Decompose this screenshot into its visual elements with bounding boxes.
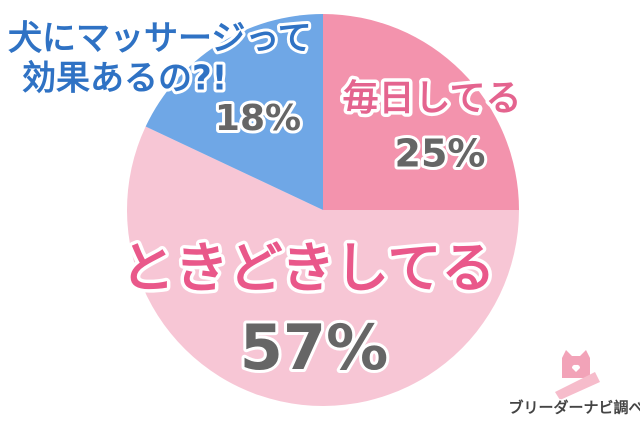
chart-title: 犬にマッサージって — [8, 19, 312, 59]
logo — [555, 350, 600, 400]
value-label: 25% — [395, 132, 486, 176]
chart-title: 効果あるの?! — [22, 59, 227, 99]
pie — [126, 14, 519, 407]
value-label: 18% — [215, 98, 301, 139]
pie-slice — [126, 126, 519, 407]
pie-slice — [323, 14, 519, 210]
source: ブリーダーナビ調べ — [508, 399, 640, 417]
slice-label: ときどきしてる — [121, 237, 496, 300]
value-label: 57% — [240, 311, 388, 384]
pie-slice — [145, 14, 323, 210]
slice-label: 毎日してる — [343, 78, 522, 119]
